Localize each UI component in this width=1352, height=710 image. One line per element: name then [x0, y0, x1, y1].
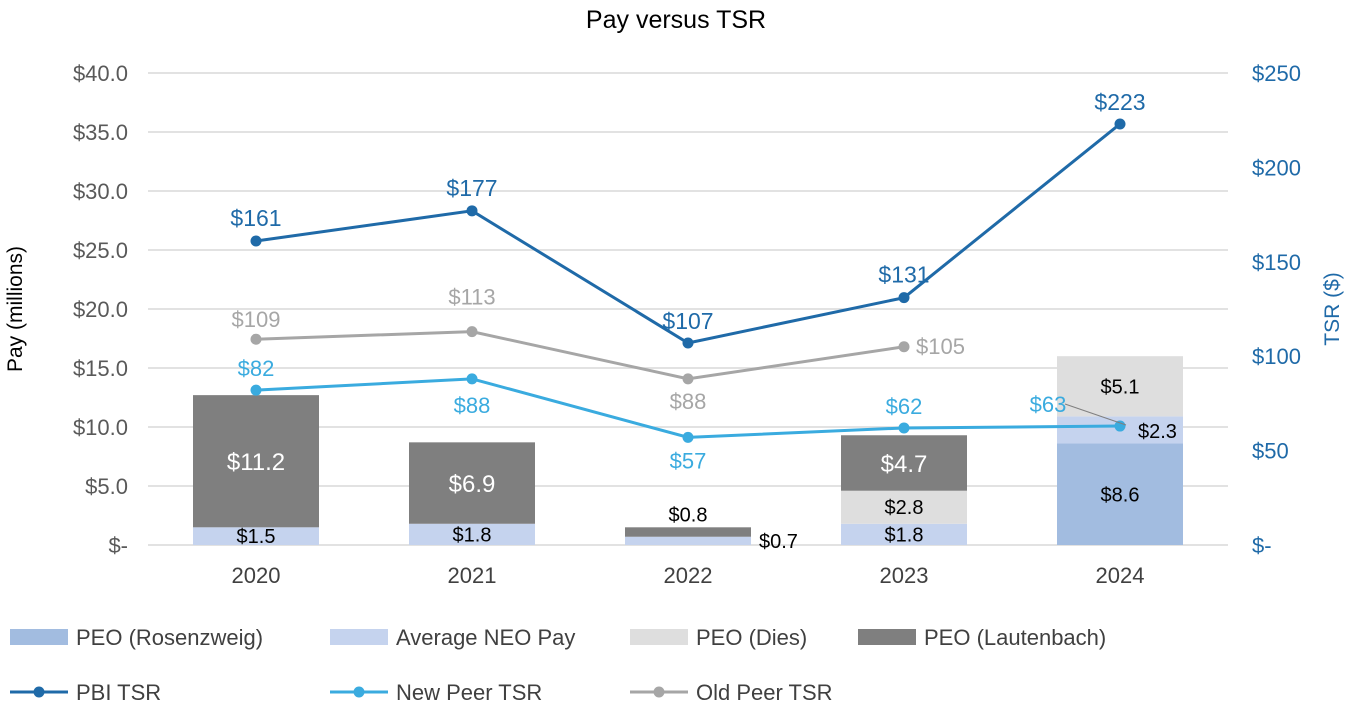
legend-average-neo-pay-label: Average NEO Pay: [396, 625, 575, 650]
line-label-old-peer-tsr-2021: $113: [448, 285, 495, 310]
point-new-peer-tsr-2021: [466, 373, 478, 385]
y-left-tick-label: $35.0: [73, 120, 128, 145]
bar-peo-rosenzweig-2024: [1057, 443, 1183, 545]
bar-label-peo-lautenbach-2022: $0.8: [669, 504, 708, 526]
line-label-pbi-tsr-2020: $161: [230, 205, 281, 231]
y-right-tick-label: $150: [1252, 250, 1301, 275]
bar-label-average-neo-pay-2022: $0.7: [759, 531, 798, 553]
chart-title: Pay versus TSR: [586, 6, 766, 34]
y-left-tick-label: $20.0: [73, 297, 128, 322]
line-label-new-peer-tsr-2023: $62: [886, 394, 923, 419]
y-right-tick-label: $-: [1252, 533, 1272, 558]
y-left-tick-label: $10.0: [73, 415, 128, 440]
bar-label-peo-lautenbach-2021: $6.9: [449, 471, 496, 498]
legend-average-neo-pay-swatch: [330, 629, 388, 645]
point-pbi-tsr-2020: [250, 235, 262, 247]
line-label-pbi-tsr-2024: $223: [1094, 89, 1145, 115]
line-old-peer-tsr: [255, 330, 905, 381]
point-old-peer-tsr-2021: [466, 326, 478, 338]
bar-label-average-neo-pay-2023: $1.8: [885, 524, 924, 546]
point-new-peer-tsr-2020: [250, 384, 262, 396]
bar-label-peo-lautenbach-2023: $4.7: [881, 451, 928, 478]
point-new-peer-tsr-2023: [898, 422, 910, 434]
gridlines: [148, 72, 1228, 546]
bar-average-neo-pay-2020: [193, 527, 319, 545]
y-left-axis-title: Pay (millions): [4, 246, 27, 372]
bar-peo-lautenbach-2023: [841, 435, 967, 491]
bar-stacks: [193, 356, 1183, 545]
bar-label-average-neo-pay-2024: $2.3: [1138, 421, 1177, 443]
legend-old-peer-tsr-label: Old Peer TSR: [696, 680, 833, 705]
bar-average-neo-pay-2022: [625, 536, 751, 545]
line-label-new-peer-tsr-2024: $63: [1030, 392, 1067, 417]
bar-label-peo-dies-2023: $2.8: [885, 497, 924, 519]
legend-pbi-tsr-marker: [33, 686, 45, 698]
x-tick-label: 2022: [664, 563, 713, 588]
y-right-tick-label: $200: [1252, 155, 1301, 180]
line-label-pbi-tsr-2023: $131: [878, 262, 929, 288]
point-new-peer-tsr-2022: [682, 431, 694, 443]
legend-old-peer-tsr-marker: [653, 686, 665, 698]
bar-label-average-neo-pay-2021: $1.8: [453, 524, 492, 546]
data-labels: $1.5 $11.2 $1.8 $6.9 $0.7 $0.8 $1.8 $2.8 $4.7 $8.…: [227, 89, 1177, 553]
legend-peo-lautenbach-label: PEO (Lautenbach): [924, 625, 1106, 650]
x-tick-label: 2020: [232, 563, 281, 588]
line-label-new-peer-tsr-2022: $57: [670, 448, 707, 473]
legend-peo-rosenzweig-swatch: [10, 629, 68, 645]
tsr-lines: [250, 118, 1126, 443]
y-right-axis-title: TSR ($): [1321, 272, 1344, 346]
bar-label-peo-lautenbach-2020: $11.2: [227, 449, 285, 476]
y-right-tick-label: $250: [1252, 61, 1301, 86]
point-pbi-tsr-2023: [898, 292, 910, 304]
legend-new-peer-tsr-label: New Peer TSR: [396, 680, 542, 705]
line-label-new-peer-tsr-2020: $82: [238, 356, 275, 381]
point-pbi-tsr-2021: [466, 205, 478, 217]
point-old-peer-tsr-2020: [250, 333, 262, 345]
y-right-tick-label: $100: [1252, 344, 1301, 369]
y-left-tick-label: $5.0: [85, 474, 128, 499]
axes: Pay versus TSR $- $5.0 $10.0 $15.0 $20.0 $25.0…: [4, 6, 1344, 588]
bar-average-neo-pay-2021: [409, 523, 535, 545]
bar-peo-lautenbach-2020: [193, 395, 319, 528]
legend-peo-rosenzweig-label: PEO (Rosenzweig): [76, 625, 263, 650]
line-label-pbi-tsr-2022: $107: [662, 308, 713, 334]
y-left-tick-label: $30.0: [73, 179, 128, 204]
y-left-tick-label: $15.0: [73, 356, 128, 381]
bar-peo-dies-2024: [1057, 356, 1183, 417]
bar-label-peo-rosenzweig-2024: $8.6: [1101, 484, 1140, 506]
point-pbi-tsr-2024: [1114, 118, 1126, 130]
y-right-tick-label: $50: [1252, 439, 1289, 464]
bar-peo-lautenbach-2022: [625, 527, 751, 537]
point-old-peer-tsr-2023: [898, 341, 910, 353]
bar-peo-dies-2023: [841, 490, 967, 524]
line-label-pbi-tsr-2021: $177: [446, 175, 497, 201]
legend-peo-lautenbach-swatch: [858, 629, 916, 645]
legend-peo-dies-swatch: [630, 629, 688, 645]
line-label-old-peer-tsr-2023: $105: [916, 334, 965, 359]
bar-average-neo-pay-2023: [841, 523, 967, 545]
x-tick-label: 2024: [1096, 563, 1145, 588]
legend: PEO (Rosenzweig) Average NEO Pay PEO (Dies…: [10, 625, 1106, 705]
point-pbi-tsr-2022: [682, 337, 694, 349]
leader-line: [1064, 403, 1127, 426]
x-tick-label: 2023: [880, 563, 929, 588]
bar-label-average-neo-pay-2020: $1.5: [237, 526, 276, 548]
x-tick-label: 2021: [448, 563, 497, 588]
y-left-tick-label: $-: [108, 533, 128, 558]
bar-peo-lautenbach-2021: [409, 442, 535, 524]
y-left-tick-label: $40.0: [73, 61, 128, 86]
bar-label-peo-dies-2024: $5.1: [1101, 376, 1140, 398]
line-label-old-peer-tsr-2020: $109: [232, 307, 281, 332]
legend-new-peer-tsr-marker: [353, 686, 365, 698]
line-label-old-peer-tsr-2022: $88: [670, 389, 707, 414]
point-old-peer-tsr-2022: [682, 373, 694, 385]
y-left-tick-label: $25.0: [73, 238, 128, 263]
legend-pbi-tsr-label: PBI TSR: [76, 680, 161, 705]
line-label-new-peer-tsr-2021: $88: [454, 393, 491, 418]
legend-peo-dies-label: PEO (Dies): [696, 625, 807, 650]
point-new-peer-tsr-2024: [1114, 420, 1126, 432]
